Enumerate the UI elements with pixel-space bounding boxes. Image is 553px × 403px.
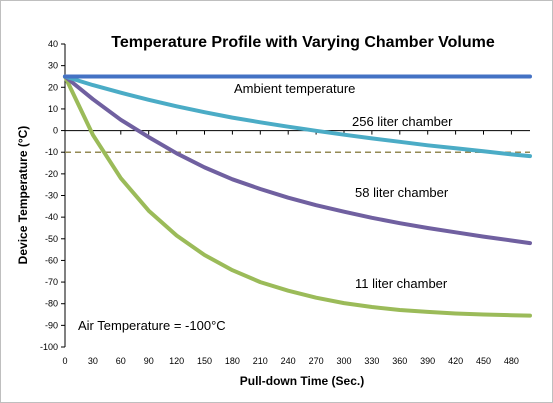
series-lines [63, 74, 532, 318]
y-tick-label: -10 [45, 147, 58, 157]
y-tick-label: 40 [48, 39, 58, 49]
x-tick-label: 120 [169, 356, 184, 366]
x-tick-label: 240 [281, 356, 296, 366]
y-tick-label: 20 [48, 82, 58, 92]
x-axis-label: Pull-down Time (Sec.) [240, 374, 364, 388]
x-tick-label: 450 [476, 356, 491, 366]
x-tick-label: 420 [448, 356, 463, 366]
x-tick-labels: 0 30 60 90 120 150 180 210 240 270 300 330 360 390 420… [62, 356, 518, 366]
annotation-air-temperature: Air Temperature = -100°C [78, 318, 226, 333]
y-tick-label: -20 [45, 169, 58, 179]
x-tick-label: 360 [392, 356, 407, 366]
y-tick-label: -80 [45, 299, 58, 309]
x-tick-label: 150 [197, 356, 212, 366]
y-tick-label: -60 [45, 255, 58, 265]
annotation-58-liter: 58 liter chamber [355, 185, 449, 200]
y-tick-label: -100 [40, 342, 58, 352]
annotation-256-liter: 256 liter chamber [352, 114, 453, 129]
y-tick-label: -50 [45, 234, 58, 244]
x-tick-label: 210 [253, 356, 268, 366]
y-tick-label: 30 [48, 61, 58, 71]
y-tick-label: -90 [45, 320, 58, 330]
y-tick-label: -30 [45, 191, 58, 201]
x-tick-label: 270 [309, 356, 324, 366]
y-tick-label: -40 [45, 212, 58, 222]
x-tick-label: 330 [364, 356, 379, 366]
series-256-liter-chamber [63, 74, 532, 159]
y-tick-labels: 40 30 20 10 0 -10 -20 -30 -40 -50 -60 -70 -80 -90 -100 [40, 39, 58, 352]
x-tick-label: 180 [225, 356, 240, 366]
y-tick-label: -70 [45, 277, 58, 287]
x-tick-label: 390 [420, 356, 435, 366]
x-tick-label: 300 [336, 356, 351, 366]
x-tick-label: 0 [62, 356, 67, 366]
series-11-liter-chamber [63, 74, 532, 318]
series-58-liter-chamber [63, 74, 532, 246]
x-tick-label: 30 [88, 356, 98, 366]
annotation-11-liter: 11 liter chamber [355, 276, 448, 291]
y-tick-label: 10 [48, 104, 58, 114]
y-tick-label: 0 [53, 126, 58, 136]
x-tick-label: 90 [144, 356, 154, 366]
annotation-ambient: Ambient temperature [234, 81, 355, 96]
y-axis-label: Device Temperature (°C) [16, 126, 30, 265]
x-tick-label: 480 [504, 356, 519, 366]
chart-title: Temperature Profile with Varying Chamber… [111, 34, 495, 51]
x-tick-label: 60 [116, 356, 126, 366]
